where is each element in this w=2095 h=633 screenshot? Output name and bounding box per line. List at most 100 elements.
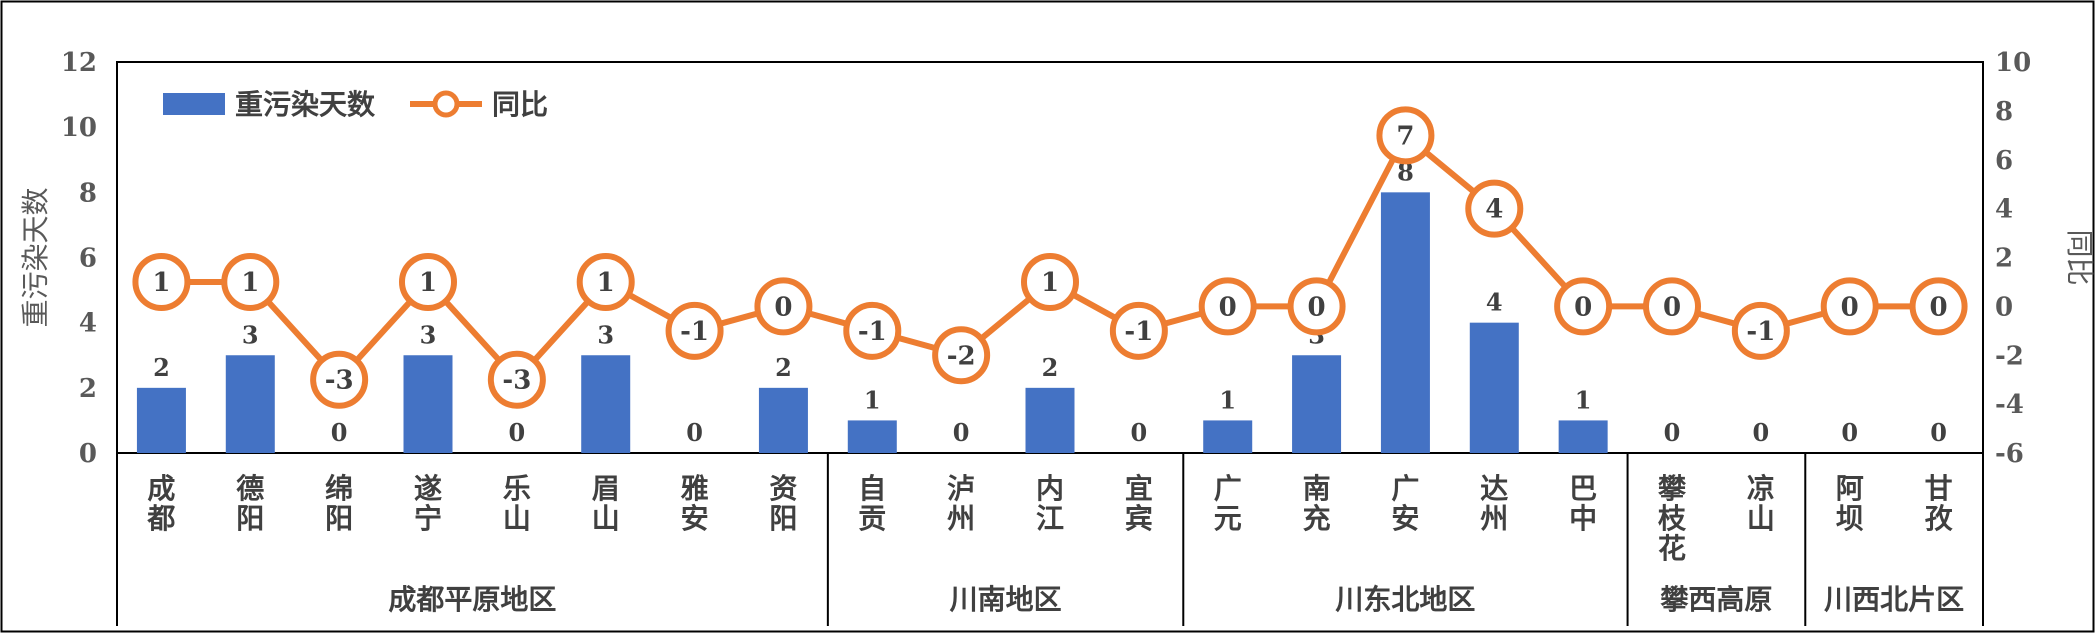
region-label: 攀西高原 bbox=[1660, 583, 1772, 616]
category-label-char: 泸 bbox=[947, 472, 975, 505]
line-marker bbox=[1554, 277, 1613, 336]
category-label-char: 安 bbox=[1391, 502, 1419, 535]
category-label-char: 内 bbox=[1036, 472, 1064, 505]
bar bbox=[136, 387, 186, 453]
region-label: 川南地区 bbox=[950, 583, 1062, 616]
bar-value-label: 2 bbox=[1042, 353, 1059, 382]
category-label-char: 雅 bbox=[681, 472, 709, 505]
region-label: 成都平原地区 bbox=[388, 583, 556, 616]
line-marker bbox=[1109, 301, 1168, 360]
line-marker bbox=[1731, 301, 1790, 360]
line-marker bbox=[399, 252, 457, 311]
bar-value-label: 0 bbox=[1930, 418, 1947, 447]
bar bbox=[403, 355, 453, 453]
line-marker bbox=[932, 326, 991, 385]
y-axis-tick-label: 8 bbox=[79, 178, 97, 208]
bar-value-label: 0 bbox=[1664, 418, 1681, 447]
bar bbox=[1292, 355, 1342, 453]
line-marker bbox=[1643, 277, 1701, 336]
category-label-char: 攀 bbox=[1658, 472, 1687, 505]
line-marker bbox=[1376, 106, 1435, 165]
line-marker bbox=[843, 301, 902, 360]
category-label-char: 花 bbox=[1658, 532, 1686, 565]
line-value-label: -2 bbox=[947, 341, 976, 371]
line-marker bbox=[1909, 277, 1968, 336]
category-label-char: 资 bbox=[769, 472, 797, 505]
category-label-char: 州 bbox=[947, 502, 975, 535]
category-label-char: 山 bbox=[1747, 502, 1775, 535]
category-label-char: 阳 bbox=[236, 502, 264, 535]
line-marker bbox=[310, 350, 369, 409]
line-value-label: 0 bbox=[1219, 292, 1237, 322]
line-marker bbox=[1465, 179, 1524, 238]
category-label-char: 南 bbox=[1303, 472, 1331, 505]
category-label-char: 自 bbox=[858, 472, 886, 505]
line-value-label: 1 bbox=[1041, 268, 1059, 298]
bar bbox=[1025, 387, 1075, 453]
bar bbox=[758, 387, 808, 453]
category-label-char: 广 bbox=[1391, 472, 1419, 505]
line-value-label: -1 bbox=[858, 317, 887, 347]
category-label-char: 凉 bbox=[1747, 472, 1775, 505]
line-marker bbox=[576, 252, 635, 311]
line-marker bbox=[754, 277, 813, 336]
line-value-label: 1 bbox=[419, 268, 437, 298]
y-axis-tick-label: 2 bbox=[79, 374, 97, 404]
y2-axis-tick-label: 2 bbox=[1995, 244, 2013, 274]
y2-axis-tick-label: 10 bbox=[1995, 48, 2031, 78]
line-value-label: -1 bbox=[1746, 317, 1775, 347]
line-value-label: 0 bbox=[774, 292, 792, 322]
line-value-label: 0 bbox=[1930, 292, 1948, 322]
category-label-char: 江 bbox=[1036, 502, 1064, 535]
line-value-label: 0 bbox=[1663, 292, 1681, 322]
line-value-label: 1 bbox=[152, 268, 170, 298]
region-label: 川东北地区 bbox=[1335, 583, 1475, 616]
y2-axis-tick-label: -4 bbox=[1995, 390, 2024, 420]
bar bbox=[225, 355, 275, 453]
line-marker bbox=[132, 252, 191, 311]
legend-swatch-marker bbox=[432, 90, 460, 118]
bar bbox=[1558, 420, 1608, 453]
category-label-char: 充 bbox=[1303, 502, 1331, 535]
category-label-char: 山 bbox=[592, 502, 620, 535]
category-label-char: 阿 bbox=[1836, 472, 1864, 505]
category-label-char: 贡 bbox=[858, 502, 886, 535]
category-label-char: 绵 bbox=[325, 472, 353, 505]
category-label-char: 都 bbox=[146, 502, 175, 535]
y2-axis-tick-label: 0 bbox=[1995, 292, 2013, 322]
category-label-char: 中 bbox=[1569, 502, 1597, 535]
bar-value-label: 1 bbox=[1575, 385, 1592, 414]
y-axis-tick-label: 6 bbox=[79, 244, 97, 274]
y2-axis-title: 同比 bbox=[2063, 229, 2095, 285]
y-axis-tick-label: 12 bbox=[61, 48, 97, 78]
bar-value-label: 2 bbox=[153, 353, 170, 382]
bar-value-label: 0 bbox=[331, 418, 348, 447]
line-value-label: 1 bbox=[241, 268, 259, 298]
y2-axis-tick-label: 8 bbox=[1995, 97, 2013, 127]
y2-axis-tick-label: 6 bbox=[1995, 146, 2013, 176]
bar-value-label: 1 bbox=[864, 385, 881, 414]
y2-axis-tick-label: -6 bbox=[1995, 439, 2024, 469]
line-value-label: 0 bbox=[1841, 292, 1859, 322]
category-label-char: 乐 bbox=[503, 472, 531, 505]
line-value-label: -1 bbox=[680, 317, 709, 347]
y-axis-title: 重污染天数 bbox=[19, 187, 52, 327]
bar-value-label: 1 bbox=[1219, 385, 1236, 414]
bar-value-label: 0 bbox=[686, 418, 703, 447]
bar bbox=[847, 420, 897, 453]
line-value-label: 4 bbox=[1485, 195, 1503, 225]
category-label-char: 元 bbox=[1214, 502, 1242, 535]
y2-axis-tick-label: -2 bbox=[1995, 341, 2024, 371]
line-value-label: 7 bbox=[1396, 121, 1414, 151]
category-label-char: 枝 bbox=[1658, 502, 1687, 535]
line-value-label: 0 bbox=[1308, 292, 1326, 322]
legend-label-bar: 重污染天数 bbox=[235, 88, 376, 121]
bar-value-label: 8 bbox=[1397, 157, 1414, 186]
bar bbox=[581, 355, 631, 453]
bar-value-label: 3 bbox=[597, 320, 614, 349]
bar-value-label: 0 bbox=[1131, 418, 1148, 447]
legend-label-line: 同比 bbox=[492, 88, 548, 121]
category-label-char: 巴 bbox=[1569, 472, 1597, 505]
